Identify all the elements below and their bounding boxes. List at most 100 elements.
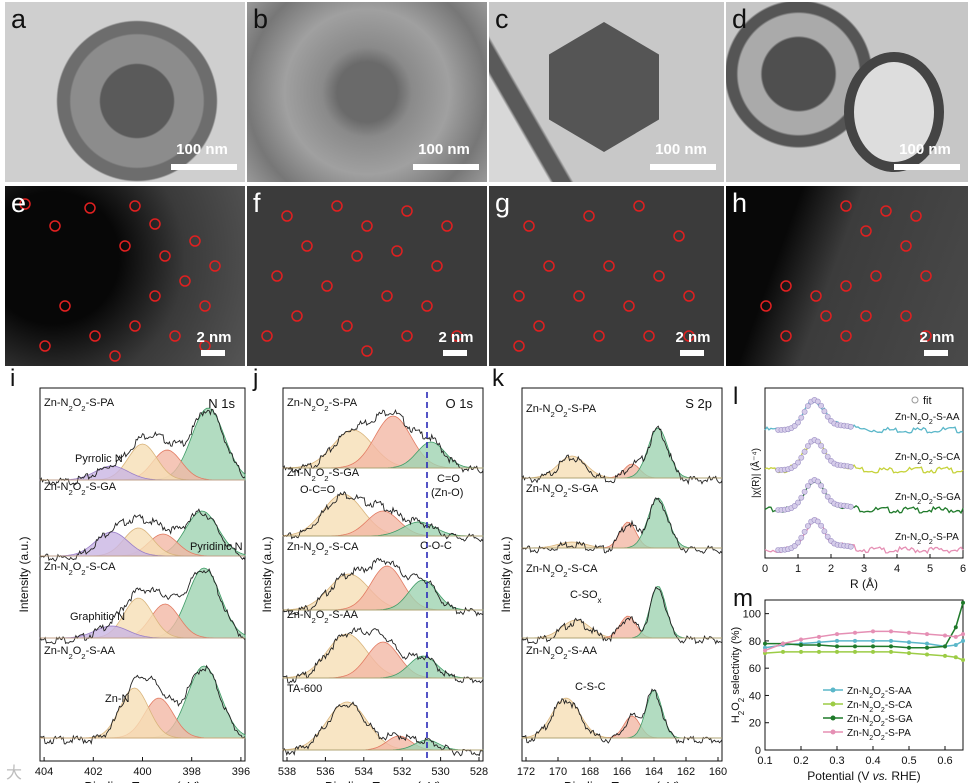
series-point (889, 629, 893, 634)
panel-label: m (733, 585, 753, 612)
scale-bar-label: 2 nm (438, 329, 474, 346)
spectrum-line (282, 557, 484, 617)
fit-point (805, 523, 811, 529)
x-tick-label: 534 (355, 766, 373, 778)
sample-label: Zn-N2O2-S-PA (44, 397, 115, 413)
single-atom-circle (159, 250, 171, 262)
series-point (799, 643, 803, 647)
series-point (871, 644, 875, 649)
y-tick-label: 0 (755, 745, 761, 757)
core-level-title: S 2p (685, 396, 712, 411)
fit-point (795, 499, 801, 506)
series-point (925, 632, 929, 637)
panel-label: h (732, 188, 748, 218)
single-atom-circle (199, 300, 211, 312)
fitted-peak (282, 701, 483, 751)
tem-image-a: a 100 nm (5, 2, 245, 182)
sample-label: Zn-N2O2-S-AA (895, 412, 960, 426)
fit-point (824, 493, 831, 500)
single-atom-circle (281, 210, 293, 222)
fit-point (818, 522, 824, 529)
fit-point (847, 543, 854, 550)
fit-point (791, 543, 798, 549)
fit-point (821, 408, 828, 415)
series-point (953, 655, 958, 660)
spectrum-line (282, 627, 484, 684)
fit-point (814, 518, 821, 525)
series-point (781, 649, 785, 654)
haadf-image-h: h 2 nm (726, 186, 968, 366)
watermark-text: 大 (6, 764, 22, 782)
sample-label: Zn-N2O2-S-GA (44, 481, 117, 497)
single-atom-circle (513, 290, 525, 302)
single-atom-circle (860, 225, 872, 237)
series-point (889, 644, 893, 649)
panel-label: e (11, 188, 27, 218)
series-point (953, 634, 958, 639)
single-atom-circle (840, 200, 852, 212)
tem-image-d: d 100 nm (726, 2, 968, 182)
panel-label: a (11, 4, 27, 34)
scale-bar-label: 100 nm (655, 141, 707, 158)
spectrum-line (282, 408, 484, 474)
fit-point (814, 438, 821, 445)
single-atom-circle (421, 300, 433, 312)
fit-point (795, 459, 801, 466)
single-atom-circle (513, 340, 525, 352)
single-atom-circle (401, 330, 413, 342)
scale-bar (201, 350, 225, 356)
fit-point (798, 494, 805, 501)
fit-point (824, 413, 831, 420)
single-atom-circle (129, 200, 141, 212)
annotation-label: C=O (437, 473, 460, 485)
series-point (853, 649, 857, 654)
sample-label: Zn-N2O2-S-AA (526, 645, 598, 661)
x-axis-label: Binding Energy (eV) (564, 779, 680, 783)
fit-point (847, 503, 854, 510)
annotation-label: Pyridinic N (190, 541, 243, 553)
single-atom-circle (623, 300, 635, 312)
scale-bar-label: 2 nm (196, 329, 232, 346)
sample-label: Zn-N2O2-S-PA (526, 403, 597, 419)
single-atom-circle (441, 220, 453, 232)
fit-point (805, 403, 811, 409)
sample-label: Zn-N2O2-S-CA (287, 541, 359, 557)
x-tick-label: 398 (183, 766, 201, 778)
fit-point (818, 442, 824, 449)
annotation-label: Pyrrolic N (75, 453, 123, 465)
exafs-panel: l |χ(R)| (Å⁻⁴) R (Å) 0 1 2 3 4 5 6 fit (733, 383, 966, 591)
x-tick-label: 160 (709, 766, 727, 778)
haadf-image-f: f 2 nm (247, 186, 487, 366)
x-tick-label: 5 (927, 563, 933, 575)
single-atom-circle (593, 330, 605, 342)
legend-label: Zn-N2O2-S-PA (847, 728, 911, 742)
annotation-label: Graphitic N (70, 611, 125, 623)
selectivity-chart: m H2O2 selectivity (%) Potential (V vs. RH… (730, 585, 965, 783)
single-atom-circle (129, 320, 141, 332)
single-atom-circle (179, 275, 191, 287)
sample-label: Zn-N2O2-S-GA (895, 492, 961, 506)
series-point (953, 625, 958, 630)
annotation-label: C-O-C (420, 540, 452, 552)
series-point (871, 629, 875, 634)
single-atom-circle (870, 270, 882, 282)
fitted-peak (522, 521, 722, 549)
series-point (817, 649, 821, 654)
sample-label: Zn-N2O2-S-GA (287, 467, 360, 483)
x-tick-label: 532 (393, 766, 411, 778)
series-point (835, 644, 839, 649)
scale-bar (650, 164, 716, 170)
spectrum-line (521, 688, 723, 745)
x-axis-label: Binding Energy (eV) (325, 779, 441, 783)
spectrum-line (39, 408, 246, 487)
single-atom-circle (169, 330, 181, 342)
fit-point (821, 488, 828, 495)
atom-markers (19, 198, 221, 362)
legend-label: fit (923, 395, 932, 407)
fit-point (821, 528, 828, 535)
single-atom-circle (451, 330, 463, 342)
sample-label: Zn-N2O2-S-GA (526, 483, 599, 499)
y-axis-label: H2O2 selectivity (%) (730, 627, 746, 723)
series-point (799, 637, 803, 642)
